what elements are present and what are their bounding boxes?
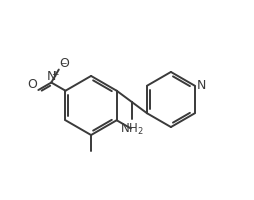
Text: +: +	[51, 70, 59, 79]
Text: O: O	[60, 57, 70, 70]
Text: −: −	[59, 58, 67, 67]
Text: NH$_2$: NH$_2$	[120, 121, 144, 136]
Text: N: N	[47, 69, 56, 82]
Text: N: N	[197, 79, 207, 92]
Text: O: O	[27, 77, 37, 90]
